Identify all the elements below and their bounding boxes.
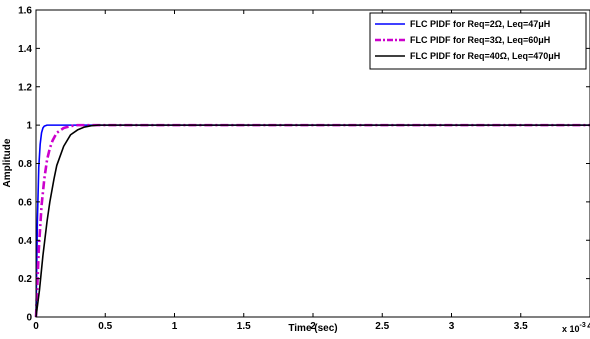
y-tick-label: 0	[26, 313, 32, 324]
x-tick-label: 1	[172, 321, 178, 332]
series-layer	[34, 123, 590, 318]
y-axis-label: Amplitude	[2, 138, 13, 187]
x-tick-label: 4	[587, 321, 590, 332]
legend-label-2: FLC PIDF for Req=3Ω, Leq=60μH	[410, 35, 550, 45]
series-line-2	[34, 123, 590, 318]
y-tick-label: 1.4	[18, 44, 32, 55]
x-exponent-base: x 10	[562, 324, 580, 334]
x-axis-label: Time (sec)	[288, 323, 337, 334]
x-tick-label: 3.5	[514, 321, 528, 332]
y-tick-label: 0.8	[18, 159, 32, 170]
x-exponent-label: x 10-3	[562, 322, 586, 334]
x-tick-label: 3	[449, 321, 455, 332]
legend: FLC PIDF for Req=2Ω, Leq=47μH FLC PIDF fo…	[369, 12, 587, 70]
legend-box	[369, 12, 587, 70]
y-tick-label: 0.6	[18, 197, 32, 208]
x-tick-label: 1.5	[237, 321, 251, 332]
y-tick-label: 1.2	[18, 82, 32, 93]
x-tick-label: 2	[310, 321, 316, 332]
y-tick-label: 1	[26, 121, 32, 132]
y-tick-label: 0.4	[18, 236, 32, 247]
y-tick-label: 1.6	[18, 6, 32, 17]
legend-label-1: FLC PIDF for Req=2Ω, Leq=47μH	[410, 19, 550, 29]
y-tick-label: 0.2	[18, 274, 32, 285]
legend-label-3: FLC PIDF for Req=40Ω, Leq=470μH	[410, 51, 560, 61]
series-line-3	[35, 124, 590, 318]
x-tick-label: 0	[33, 321, 39, 332]
x-tick-label: 2.5	[375, 321, 389, 332]
tick-layer: 0 0.5 1 1.5 2 2.5 3 3.5 4 0 0.2 0.4 0.6 0.8 1 1.2 1.4 1.6	[18, 6, 590, 332]
x-exponent-power: -3	[580, 322, 586, 329]
series-line-1	[35, 124, 590, 318]
x-tick-label: 0.5	[98, 321, 112, 332]
